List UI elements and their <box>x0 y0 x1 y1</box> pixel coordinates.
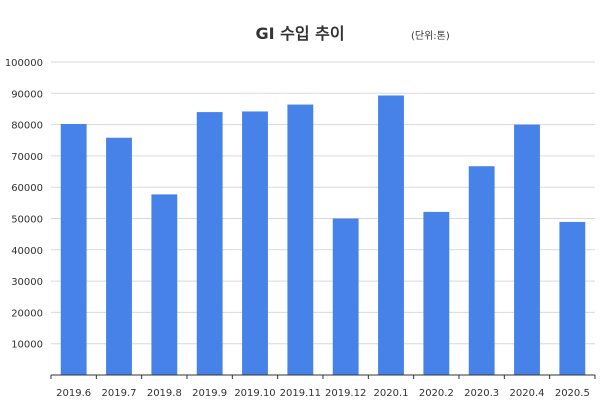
chart-unit-label: (단위:톤) <box>411 31 450 42</box>
bar <box>468 166 495 375</box>
bar <box>514 124 540 375</box>
y-tick-label: 20000 <box>11 308 43 319</box>
x-tick-label: 2019.12 <box>325 388 366 399</box>
y-tick-label: 10000 <box>11 340 43 351</box>
y-tick-label: 50000 <box>11 215 43 226</box>
y-tick-label: 60000 <box>11 183 43 194</box>
bar <box>559 221 586 375</box>
bar <box>151 194 178 375</box>
x-tick-label: 2019.11 <box>280 388 321 399</box>
x-tick-label: 2019.7 <box>102 388 137 399</box>
bar <box>60 123 87 375</box>
y-tick-label: 40000 <box>11 246 43 257</box>
x-tick-label: 2019.8 <box>147 388 182 399</box>
x-tick-label: 2019.6 <box>56 388 91 399</box>
y-tick-label: 100000 <box>5 58 43 69</box>
bar <box>378 95 404 375</box>
bar <box>287 104 314 376</box>
y-tick-label: 80000 <box>11 121 43 132</box>
chart-title: GI 수입 추이 <box>255 24 345 43</box>
y-tick-label: 90000 <box>11 89 43 100</box>
y-tick-label: 70000 <box>11 152 43 163</box>
x-tick-label: 2020.4 <box>510 388 545 399</box>
bar <box>332 218 359 375</box>
x-tick-label: 2020.2 <box>419 388 454 399</box>
bar <box>242 111 268 375</box>
bar <box>106 137 132 375</box>
x-tick-label: 2019.9 <box>192 388 227 399</box>
x-tick-label: 2020.3 <box>464 388 499 399</box>
bar <box>423 211 450 375</box>
y-tick-label: 30000 <box>11 277 43 288</box>
x-tick-label: 2020.1 <box>374 388 409 399</box>
x-tick-label: 2019.10 <box>234 388 275 399</box>
x-tick-label: 2020.5 <box>555 388 590 399</box>
bar <box>196 112 223 375</box>
